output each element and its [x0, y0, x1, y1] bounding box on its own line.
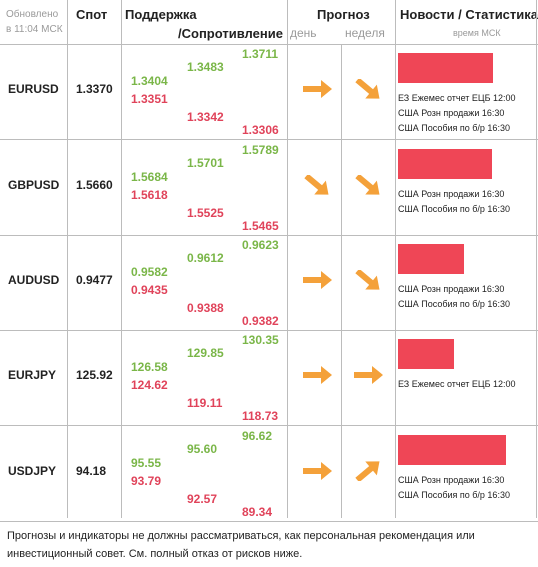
- news-list: США Розн продажи 16:30 США Пособия по б/р…: [398, 473, 510, 503]
- support-2: 93.79: [131, 474, 162, 488]
- news-item: США Розн продажи 16:30: [398, 284, 505, 294]
- table-row: USDJPY 94.18 95.55 93.79 95.60 92.57 96.62 89.3…: [0, 426, 538, 522]
- support-2: 124.62: [131, 378, 168, 392]
- resistance-3: 0.9623: [242, 238, 279, 252]
- resistance-4: 118.73: [242, 409, 279, 423]
- right-arrow-day-icon: [301, 270, 333, 290]
- resistance-4: 0.9382: [242, 314, 279, 328]
- news-item: США Розн продажи 16:30: [398, 189, 505, 199]
- news-impact-bar: [398, 149, 492, 179]
- support-2: 1.3351: [131, 92, 168, 106]
- resistance-4: 1.3306: [242, 123, 279, 137]
- spot-header: Спот: [76, 7, 108, 22]
- pair-name: EURJPY: [8, 368, 57, 382]
- pair-name: USDJPY: [8, 464, 57, 478]
- week-header: неделя: [345, 26, 385, 40]
- grid-line: [395, 0, 396, 518]
- forecast-header: Прогноз: [317, 7, 370, 22]
- news-header: Новости / Статистика: [400, 7, 538, 22]
- pair-name: AUDUSD: [8, 273, 60, 287]
- resistance-1: 129.85: [187, 346, 224, 360]
- news-list: США Розн продажи 16:30 США Пособия по б/р…: [398, 187, 510, 217]
- pair-name: EURUSD: [8, 82, 59, 96]
- news-item: США Розн продажи 16:30: [398, 108, 505, 118]
- pair-name: GBPUSD: [8, 178, 60, 192]
- resistance-2: 1.3342: [187, 110, 224, 124]
- resistance-2: 0.9388: [187, 301, 224, 315]
- resistance-3: 96.62: [242, 429, 273, 443]
- right-arrow-day-icon: [301, 461, 333, 481]
- resistance-3: 130.35: [242, 333, 279, 347]
- resistance-2: 119.11: [187, 396, 223, 410]
- news-impact-bar: [398, 53, 493, 83]
- table-row: AUDUSD 0.9477 0.9582 0.9435 0.9612 0.9388 0.96…: [0, 235, 538, 331]
- time-header: время МСК: [453, 28, 501, 38]
- grid-line: [287, 0, 288, 518]
- support-2: 1.5618: [131, 188, 168, 202]
- resistance-1: 95.60: [187, 442, 218, 456]
- up-right-arrow-week-icon: [352, 461, 384, 483]
- down-right-arrow-week-icon: [352, 268, 384, 290]
- table-row: GBPUSD 1.5660 1.5684 1.5618 1.5701 1.5525 1.57…: [0, 140, 538, 236]
- support-1: 95.55: [131, 456, 162, 470]
- news-item: США Пособия по б/р 16:30: [398, 299, 510, 309]
- news-item: США Пособия по б/р 16:30: [398, 123, 510, 133]
- right-arrow-week-icon: [352, 365, 384, 385]
- resistance-2: 92.57: [187, 492, 218, 506]
- updated-label: Обновлено в 11:04 МСК: [6, 7, 68, 37]
- resistance-1: 1.3483: [187, 60, 224, 74]
- resistance-1: 1.5701: [187, 156, 224, 170]
- news-item: ЕЗ Ежемес отчет ЕЦБ 12:00: [398, 93, 516, 103]
- updated-line2: в 11:04 МСК: [6, 24, 63, 35]
- right-arrow-day-icon: [301, 79, 333, 99]
- updated-line1: Обновлено: [6, 9, 59, 20]
- grid-line: [536, 0, 537, 518]
- resistance-2: 1.5525: [187, 206, 224, 220]
- resistance-3: 1.3711: [242, 47, 279, 61]
- grid-line: [121, 0, 122, 518]
- news-list: ЕЗ Ежемес отчет ЕЦБ 12:00: [398, 377, 516, 392]
- day-header: день: [290, 26, 317, 40]
- news-impact-bar: [398, 435, 506, 465]
- spot-price: 1.5660: [76, 178, 113, 192]
- support-1: 1.5684: [131, 170, 168, 184]
- table-row: EURUSD 1.3370 1.3404 1.3351 1.3483 1.3342 1.37…: [0, 44, 538, 140]
- news-list: ЕЗ Ежемес отчет ЕЦБ 12:00 США Розн продаж…: [398, 91, 516, 136]
- disclaimer: Прогнозы и индикаторы не должны рассматр…: [7, 527, 527, 563]
- spot-price: 0.9477: [76, 273, 113, 287]
- support-1: 126.58: [131, 360, 168, 374]
- disclaimer-line2: инвестиционный совет. См. полный отказ о…: [7, 548, 303, 560]
- down-right-arrow-week-icon: [352, 173, 384, 195]
- table-row: EURJPY 125.92 126.58 124.62 129.85 119.11 130.…: [0, 330, 538, 426]
- resistance-4: 1.5465: [242, 219, 279, 233]
- spot-price: 125.92: [76, 368, 113, 382]
- support-1: 0.9582: [131, 265, 168, 279]
- news-item: ЕЗ Ежемес отчет ЕЦБ 12:00: [398, 379, 516, 389]
- spot-price: 1.3370: [76, 82, 113, 96]
- disclaimer-line1: Прогнозы и индикаторы не должны рассматр…: [7, 530, 475, 542]
- news-impact-bar: [398, 339, 454, 369]
- news-item: США Розн продажи 16:30: [398, 475, 505, 485]
- down-right-arrow-day-icon: [301, 173, 333, 195]
- support-2: 0.9435: [131, 283, 168, 297]
- news-list: США Розн продажи 16:30 США Пособия по б/р…: [398, 282, 510, 312]
- grid-line: [67, 0, 68, 518]
- resistance-4: 89.34: [242, 505, 273, 519]
- down-right-arrow-week-icon: [352, 77, 384, 99]
- resistance-header: /Сопротивление: [178, 26, 283, 41]
- grid-line: [341, 44, 342, 518]
- news-item: США Пособия по б/р 16:30: [398, 490, 510, 500]
- right-arrow-day-icon: [301, 365, 333, 385]
- spot-price: 94.18: [76, 464, 107, 478]
- table-header: Обновлено в 11:04 МСК Спот Поддержка /Со…: [0, 0, 538, 45]
- news-item: США Пособия по б/р 16:30: [398, 204, 510, 214]
- news-impact-bar: [398, 244, 464, 274]
- support-1: 1.3404: [131, 74, 168, 88]
- support-header: Поддержка: [125, 7, 197, 22]
- resistance-1: 0.9612: [187, 251, 224, 265]
- resistance-3: 1.5789: [242, 143, 279, 157]
